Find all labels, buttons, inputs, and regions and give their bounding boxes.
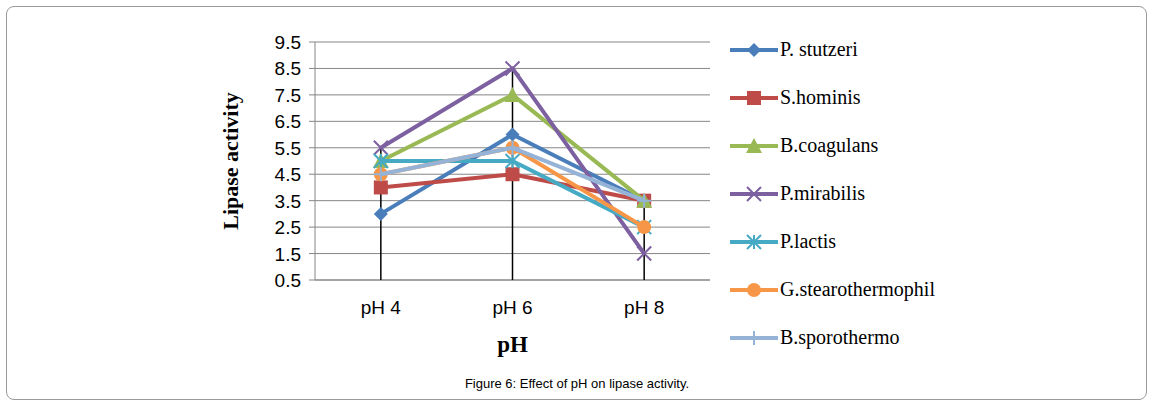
- series-line: [381, 148, 644, 227]
- title: Figure 6: Effect of pH on lipase activit…: [465, 376, 689, 391]
- tick: [309, 280, 315, 281]
- series-line: [381, 68, 644, 253]
- grid-line: [315, 42, 710, 43]
- y-tick-label: 4.5: [275, 164, 301, 185]
- y-tick-label: 5.5: [275, 138, 301, 159]
- legend-marker: [747, 331, 761, 345]
- legend-marker: [747, 91, 761, 105]
- point: [637, 220, 651, 234]
- point: [374, 167, 388, 181]
- legend-label: S.hominis: [780, 85, 940, 109]
- y-tick-label: 9.5: [275, 32, 301, 53]
- y-tick-label: 0.5: [275, 270, 301, 291]
- point: [506, 141, 520, 155]
- legend-label: G.stearothermophil: [780, 277, 940, 301]
- point: [506, 141, 520, 155]
- point: [506, 61, 520, 75]
- point: [637, 220, 651, 234]
- y-tick-label: 8.5: [275, 58, 301, 79]
- point: [506, 128, 520, 142]
- x-tick-label: pH 6: [492, 297, 532, 318]
- tick: [309, 68, 315, 69]
- legend-label: B.coagulans: [780, 133, 940, 157]
- point: [374, 180, 388, 194]
- y-tick-label: 1.5: [275, 244, 301, 265]
- tick: [309, 174, 315, 175]
- point: [637, 194, 651, 208]
- point: [374, 154, 388, 168]
- x-tick-label: pH 8: [624, 297, 664, 318]
- legend-marker: [747, 235, 761, 249]
- point: [374, 141, 388, 155]
- drop-line: [643, 201, 645, 280]
- x-axis-label: pH: [497, 332, 528, 357]
- tick: [309, 200, 315, 201]
- legend-label: P.lactis: [780, 229, 940, 253]
- tick: [309, 253, 315, 254]
- series-line: [381, 148, 644, 201]
- series-line: [381, 161, 644, 227]
- legend-marker: [747, 283, 761, 297]
- y-axis-label: Lipase activity: [218, 92, 243, 230]
- point: [506, 167, 520, 181]
- y-tick-label: 2.5: [275, 217, 301, 238]
- plot: [373, 61, 652, 280]
- legend-marker: [747, 43, 761, 57]
- point: [636, 193, 652, 208]
- y-tick-label: 7.5: [275, 85, 301, 106]
- point: [506, 154, 520, 168]
- point: [374, 167, 388, 181]
- legend-label: B.sporothermo: [780, 325, 940, 349]
- tick: [309, 121, 315, 122]
- tick: [309, 147, 315, 148]
- point: [505, 87, 521, 102]
- y-tick-label: 3.5: [275, 191, 301, 212]
- y-tick-label: 6.5: [275, 111, 301, 132]
- legend-marker: [746, 138, 762, 153]
- tick: [309, 94, 315, 95]
- chart: 0.5 1.5 2.5 3.5 4.5 5.5 6.5 7.5 8.5 9.5 pH 4 pH 6 pH…: [0, 0, 1155, 408]
- point: [637, 247, 651, 261]
- point: [374, 207, 388, 221]
- tick: [309, 227, 315, 228]
- legend-label: P. stutzeri: [780, 37, 940, 61]
- y-axis: [315, 42, 316, 280]
- legend-label: P.mirabilis: [780, 181, 940, 205]
- series-line: [381, 95, 644, 201]
- legend-marker: [747, 187, 761, 201]
- frame: [6, 6, 1147, 400]
- tick: [309, 42, 315, 43]
- x-tick-label: pH 4: [361, 297, 402, 318]
